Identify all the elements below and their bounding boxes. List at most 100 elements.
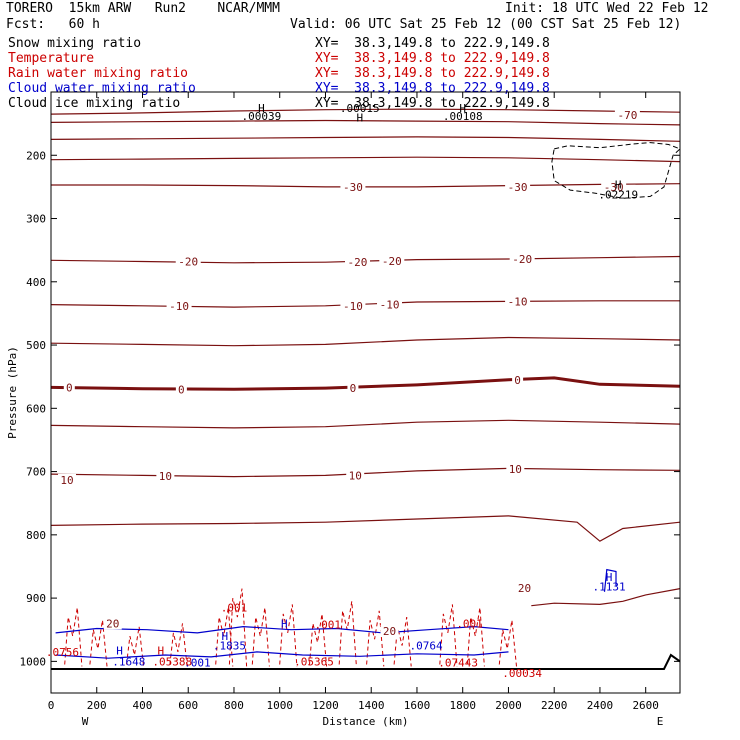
contour-label: .00034 (502, 667, 542, 680)
rain-contour (64, 607, 83, 667)
legend-temperature-xs: XY= 38.3,149.8 to 222.9,149.8 (315, 51, 550, 66)
contour-label: 10 (159, 470, 172, 483)
contour-label: 0 (178, 383, 185, 396)
x-tick-label: 200 (87, 699, 107, 712)
x-tick-label: 0 (48, 699, 55, 712)
contour-label: 20 (106, 617, 119, 630)
isotherm-line-m10 (50, 300, 680, 308)
contour-label: -30 (343, 181, 363, 194)
isotherm-line-15 (50, 515, 681, 542)
x-tick-label: 1400 (358, 699, 385, 712)
contour-label: -20 (178, 256, 198, 269)
x-axis-label: Distance (km) (322, 715, 408, 728)
cloud-water-contour (55, 625, 509, 634)
label-mask (156, 470, 175, 483)
legend-cloud-ice-xs: XY= 38.3,149.8 to 222.9,149.8 (315, 96, 550, 111)
x-tick-label: 1800 (449, 699, 476, 712)
contour-label: H (116, 645, 123, 658)
x-tick-label: 2400 (587, 699, 614, 712)
y-tick-label: 1000 (20, 655, 47, 668)
contour-label: .001 (315, 619, 342, 632)
isotherm-line-m5 (50, 336, 681, 347)
y-tick-label: 900 (26, 592, 46, 605)
cloud-water-contour (55, 651, 509, 659)
contour-label: 0 (350, 382, 357, 395)
rain-contour (215, 607, 234, 667)
isotherm-line-20 (531, 588, 681, 607)
contour-label: .001 (184, 657, 211, 670)
isotherm-line-m50 (50, 136, 681, 142)
y-tick-label: 800 (26, 529, 46, 542)
x-end-label-east: E (657, 715, 664, 728)
rain-contour (279, 604, 298, 667)
label-mask (103, 617, 122, 630)
x-end-label-west: W (82, 715, 89, 728)
rain-contour (309, 613, 328, 667)
contour-label: .001 (221, 602, 248, 615)
rain-contour (89, 620, 108, 667)
contour-label: H (356, 111, 363, 124)
label-mask (515, 581, 534, 594)
label-mask (505, 180, 531, 193)
forecast-hour: Fcst: 60 h (6, 17, 100, 32)
contour-label: .05388 (152, 655, 192, 668)
label-mask (506, 463, 525, 476)
rain-contour (251, 607, 270, 667)
contour-label: 10 (60, 474, 73, 487)
contour-label: .00108 (443, 110, 483, 123)
label-mask (614, 108, 640, 121)
legend-rain: Rain water mixing ratio (8, 66, 189, 81)
contour-label: .001 (456, 617, 483, 630)
label-mask (340, 180, 366, 193)
y-tick-label: 300 (26, 213, 46, 226)
label-mask (344, 256, 370, 269)
cloud-ice-contour (551, 142, 681, 199)
isotherm-line-m20 (50, 255, 681, 264)
x-tick-label: 1200 (312, 699, 339, 712)
plot-frame (50, 91, 681, 694)
contour-label: .1648 (112, 655, 145, 668)
label-mask (380, 625, 399, 638)
label-mask (601, 180, 627, 193)
contour-label: 0 (66, 381, 73, 394)
y-tick-label: 500 (26, 339, 46, 352)
contour-label: -10 (508, 295, 528, 308)
isotherm-line-m30 (51, 183, 681, 188)
legend-cloud-ice: Cloud ice mixing ratio (8, 96, 181, 111)
label-mask (505, 295, 531, 308)
contour-label: -10 (343, 300, 363, 313)
contour-label: .0764 (410, 640, 443, 653)
contour-label: H (258, 102, 265, 115)
x-tick-label: 600 (178, 699, 198, 712)
contour-label: .1131 (593, 581, 626, 594)
contour-label: 10 (349, 469, 362, 482)
contour-label: .02219 (598, 188, 638, 201)
label-mask (58, 473, 77, 486)
label-mask (509, 253, 535, 266)
x-tick-label: 1600 (404, 699, 431, 712)
contour-label: H (222, 630, 229, 643)
contour-label: -30 (604, 181, 624, 194)
terrain-line (51, 653, 681, 670)
init-time: Init: 18 UTC Wed 22 Feb 12 (505, 1, 709, 16)
isotherm-line-0 (50, 376, 681, 391)
label-mask (346, 469, 365, 482)
legend-temperature: Temperature (8, 51, 95, 66)
contour-label: -10 (169, 300, 189, 313)
legend-snow-xs: XY= 38.3,149.8 to 222.9,149.8 (315, 36, 550, 51)
contour-label: 10 (509, 463, 522, 476)
x-tick-label: 2200 (541, 699, 568, 712)
contour-label: H (615, 178, 622, 191)
y-tick-label: 400 (26, 276, 46, 289)
x-tick-label: 1000 (266, 699, 293, 712)
rain-contour (498, 620, 517, 667)
contour-label: 0 (514, 374, 521, 387)
legend-snow: Snow mixing ratio (8, 36, 142, 51)
rain-contour (393, 617, 412, 667)
contour-label: H (459, 102, 466, 115)
rain-contour (228, 588, 248, 667)
isotherm-line-m70 (50, 108, 681, 115)
model-title: TORERO 15km ARW Run2 NCAR/MMM (6, 1, 280, 16)
contour-label: -20 (348, 256, 368, 269)
